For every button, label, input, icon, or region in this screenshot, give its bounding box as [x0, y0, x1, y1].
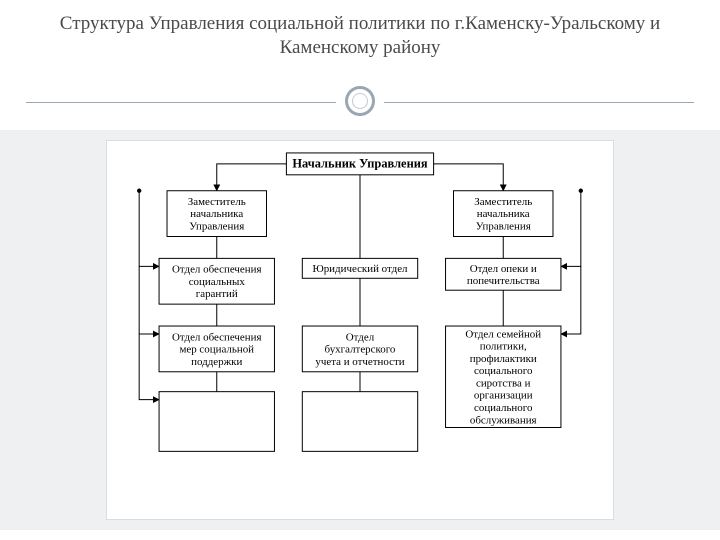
node-label-l2b: Юридический отдел	[312, 262, 408, 274]
node-label-dep2: ЗаместительначальникаУправления	[474, 195, 532, 232]
divider-right	[384, 102, 694, 103]
slide: Структура Управления социальной политики…	[0, 0, 720, 540]
org-chart: Начальник Управления Заместительначальник…	[106, 140, 614, 520]
node-label-l2c: Отдел опеки ипопечительства	[467, 262, 540, 286]
node-b1	[159, 392, 274, 452]
node-label-dep1: ЗаместительначальникаУправления	[188, 195, 246, 232]
divider-left	[26, 102, 336, 103]
node-label-head: Начальник Управления	[292, 156, 428, 170]
page-title: Структура Управления социальной политики…	[40, 12, 680, 60]
divider-ornament	[0, 86, 720, 120]
node-b2	[302, 392, 417, 452]
org-chart-svg: Начальник Управления Заместительначальник…	[107, 141, 613, 519]
ring-icon	[345, 86, 375, 116]
